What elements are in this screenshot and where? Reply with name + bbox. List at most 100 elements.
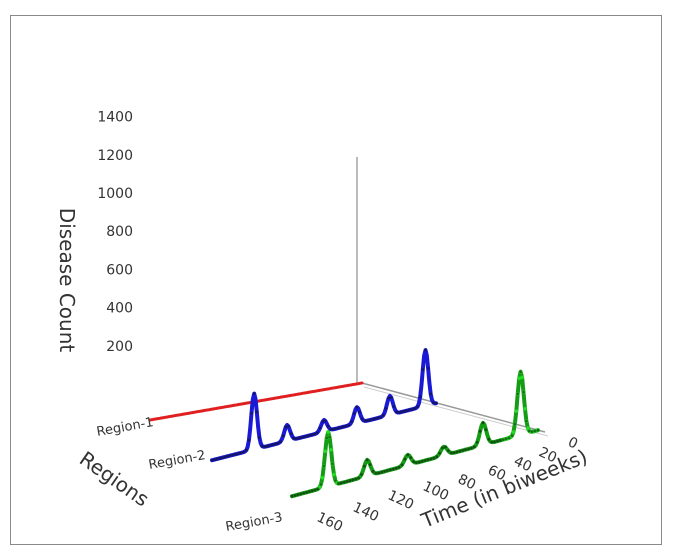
series-2-point [300, 436, 303, 439]
region-label: Region-1 [95, 415, 154, 440]
series-3-highlight-point [329, 448, 333, 452]
series-3-point [331, 462, 334, 466]
series-3-point [354, 477, 358, 481]
series-3-point [513, 422, 517, 426]
region-label: Region-3 [224, 510, 283, 535]
series-3-point [334, 479, 337, 482]
series-3-point [522, 390, 525, 394]
series-2-point [376, 416, 380, 420]
series-3-point [290, 494, 294, 498]
series-3-point [426, 458, 430, 462]
series-3-highlight-point [526, 426, 530, 431]
series-2-point [387, 396, 390, 400]
series-3-point [377, 471, 381, 475]
series-3-point [519, 370, 522, 374]
series-2-point [331, 427, 335, 431]
series-2-point [223, 455, 227, 459]
series-3-point [351, 478, 355, 482]
series-2-point [313, 432, 317, 436]
series-2-point [226, 454, 230, 458]
series-2-point [265, 444, 269, 448]
series-3-highlight-point [520, 375, 524, 380]
series-3-point [449, 451, 453, 455]
series-2-point [268, 444, 272, 447]
series-3-point [360, 473, 363, 476]
series-2-point [424, 348, 427, 352]
series-3-point [432, 456, 436, 460]
series-3-point [516, 392, 520, 396]
series-3-point [470, 446, 473, 450]
series-2-point [429, 392, 433, 396]
series-3-highlight-point [326, 430, 331, 434]
z-tick-label: 800 [106, 224, 133, 240]
series-3-point [472, 445, 476, 449]
series-3-point [400, 463, 404, 467]
series-2-point [316, 431, 319, 434]
series-2-point [403, 409, 406, 413]
series-3-point [467, 447, 470, 451]
series-3-point [394, 466, 398, 470]
series-3-point [461, 449, 465, 452]
series-3-highlight-point [320, 475, 325, 480]
series-2-point [326, 424, 330, 428]
series-2-point [374, 417, 377, 421]
series-2-point [360, 417, 364, 421]
series-2-point [297, 436, 301, 440]
x-tick-label: 80 [455, 471, 478, 493]
series-2-point [271, 443, 274, 447]
series-3-point [458, 449, 462, 453]
series-3-point [397, 465, 401, 469]
series-3-point [299, 492, 303, 496]
z-tick-label: 1200 [97, 148, 133, 164]
series-2-point [287, 424, 290, 428]
x-tick-label: 120 [385, 487, 416, 513]
series-3-point [533, 429, 537, 433]
series-2-point [397, 411, 401, 414]
series-2-point [405, 409, 409, 412]
series-3-point [386, 469, 389, 472]
series-2-point [213, 458, 217, 461]
series-3-point [296, 493, 300, 497]
series-3-point [380, 470, 384, 474]
series-2-point [273, 442, 277, 446]
series-3-point [308, 490, 311, 493]
series-2-point [294, 437, 298, 441]
series-2-point [279, 440, 282, 443]
series-2-point [237, 452, 240, 455]
series-2-point [221, 456, 224, 459]
x-tick-label: 140 [350, 499, 381, 525]
series-2-point [321, 420, 325, 423]
series-3-point [293, 494, 297, 497]
series-2-point [229, 454, 232, 457]
series-3-point [487, 437, 491, 441]
series-2-point [276, 442, 280, 445]
series-2-point [345, 424, 348, 428]
series-3-point [527, 429, 531, 433]
x-axis-shadow [363, 386, 549, 437]
series-2-point [218, 456, 222, 460]
x-tick-label: 40 [511, 453, 534, 475]
x-tick-label: 160 [314, 509, 345, 535]
series-3-point [444, 445, 447, 449]
series-2-point [234, 452, 238, 456]
series-3-point [438, 451, 441, 455]
series-3-point [441, 446, 444, 450]
series-3-point [429, 457, 433, 461]
series-3-point [412, 460, 415, 464]
series-3-highlight-point [517, 376, 521, 381]
series-2-point [350, 420, 354, 423]
series-3-highlight-point [323, 449, 328, 454]
x-tick-label: 60 [485, 462, 508, 484]
series-layer [148, 348, 540, 499]
series-3-point [339, 481, 343, 485]
series-3-point [406, 453, 410, 457]
series-3-point [423, 459, 427, 462]
series-3-point [415, 461, 418, 464]
series-3-point [530, 430, 534, 434]
series-2-point [379, 415, 383, 419]
series-2-point [371, 417, 375, 421]
series-2-point [242, 450, 246, 454]
z-tick-label: 200 [106, 339, 133, 355]
series-3-point [313, 488, 317, 492]
series-2-point [260, 444, 264, 448]
